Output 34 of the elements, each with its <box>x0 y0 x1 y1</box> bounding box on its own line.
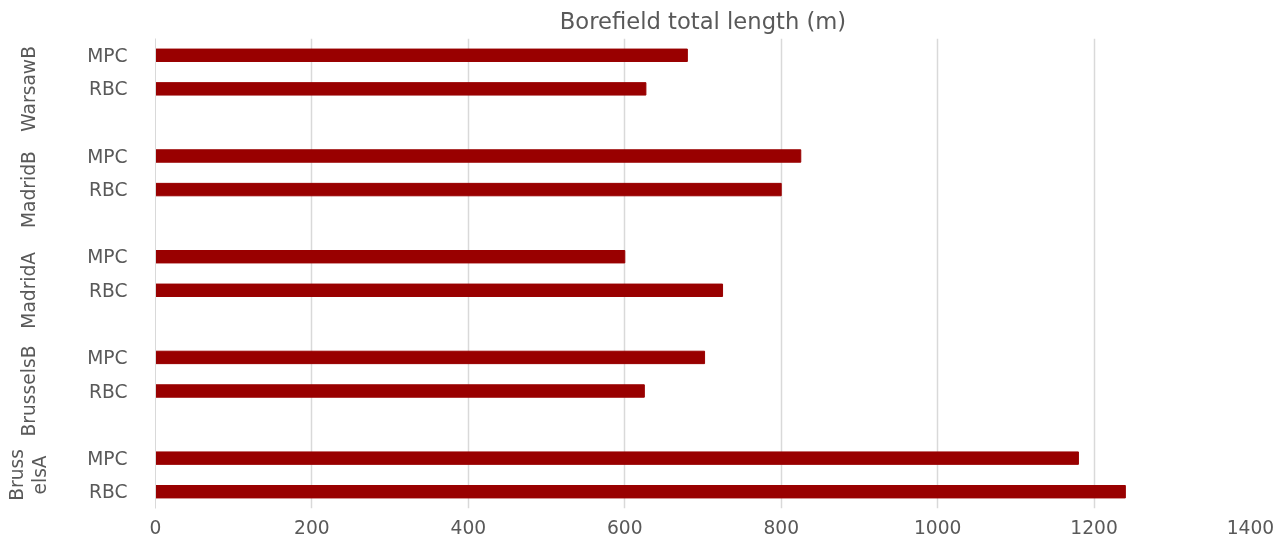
y-tick-label: MPC <box>87 346 128 368</box>
x-tick-label: 200 <box>294 516 330 538</box>
text: WarsawB <box>17 46 39 132</box>
text: BrusselsB <box>17 345 39 437</box>
y-tick-label: RBC <box>89 78 128 100</box>
chart-title: Borefield total length (m) <box>559 7 847 34</box>
y-tick-label: MPC <box>87 44 128 66</box>
text: MadridA <box>17 251 39 329</box>
bar <box>155 250 626 264</box>
x-tick-label: 1000 <box>913 516 962 538</box>
x-tick-label: 0 <box>149 516 162 538</box>
x-tick-label: 400 <box>450 516 487 538</box>
bar <box>155 350 706 365</box>
y-tick-label: RBC <box>89 481 128 503</box>
text: BrusselsA <box>5 449 51 501</box>
bar <box>155 384 645 398</box>
y-tick-label: RBC <box>89 380 128 402</box>
bar <box>155 451 1079 465</box>
bar <box>155 48 688 62</box>
y-tick-label: MPC <box>87 447 128 469</box>
bar <box>155 485 1126 499</box>
x-tick-label: 1200 <box>1070 516 1118 538</box>
bar <box>155 283 724 297</box>
bar <box>155 182 782 197</box>
y-tick-label: RBC <box>89 279 128 301</box>
text: MadridB <box>17 151 39 228</box>
y-tick-label: MPC <box>87 246 128 268</box>
y-tick-label: RBC <box>89 179 128 201</box>
x-tick-label: 1400 <box>1226 516 1275 538</box>
x-tick-label: 600 <box>606 516 643 538</box>
bar <box>155 82 647 96</box>
y-tick-label: MPC <box>87 145 128 167</box>
x-tick-label: 800 <box>763 516 800 538</box>
bar <box>155 149 802 163</box>
